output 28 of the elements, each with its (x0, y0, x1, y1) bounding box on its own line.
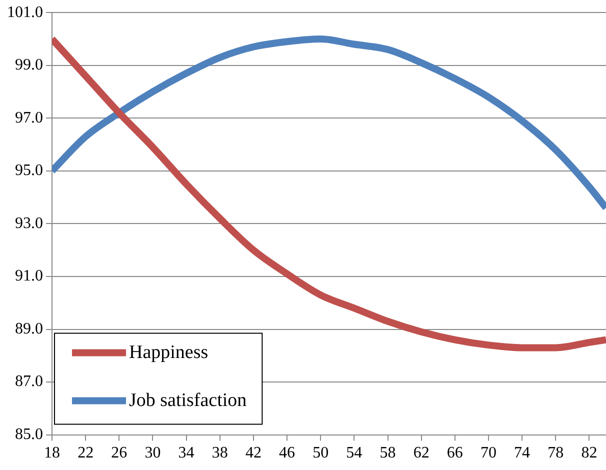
y-tick-label: 85.0 (15, 426, 43, 444)
y-tick-label: 93.0 (15, 214, 43, 232)
x-tick-label: 62 (413, 444, 430, 462)
x-tick-label: 38 (212, 444, 228, 462)
x-tick-label: 26 (111, 444, 128, 462)
x-tick-label: 34 (178, 444, 194, 462)
x-tick-label: 74 (514, 444, 530, 462)
x-tick-label: 46 (279, 444, 296, 462)
x-tick-label: 70 (480, 444, 496, 462)
y-tick-label: 99.0 (15, 56, 43, 74)
x-tick-label: 50 (312, 444, 329, 462)
y-tick-label: 101.0 (7, 4, 43, 21)
x-tick-label: 66 (446, 444, 463, 462)
legend-label: Job satisfaction (129, 390, 248, 411)
x-tick-label: 22 (78, 444, 94, 462)
x-tick-label: 54 (346, 444, 362, 462)
x-tick-label: 58 (380, 444, 396, 462)
x-tick-label: 18 (44, 444, 60, 462)
legend-label: Happiness (129, 342, 208, 363)
y-tick-label: 87.0 (15, 373, 43, 390)
y-tick-label: 89.0 (15, 320, 43, 338)
x-tick-label: 82 (581, 444, 598, 462)
x-tick-label: 30 (144, 444, 161, 462)
y-tick-label: 95.0 (15, 162, 43, 180)
x-tick-label: 42 (245, 444, 262, 462)
y-tick-label: 91.0 (15, 268, 43, 285)
x-tick-label: 78 (548, 444, 564, 462)
y-tick-label: 97.0 (15, 109, 43, 126)
